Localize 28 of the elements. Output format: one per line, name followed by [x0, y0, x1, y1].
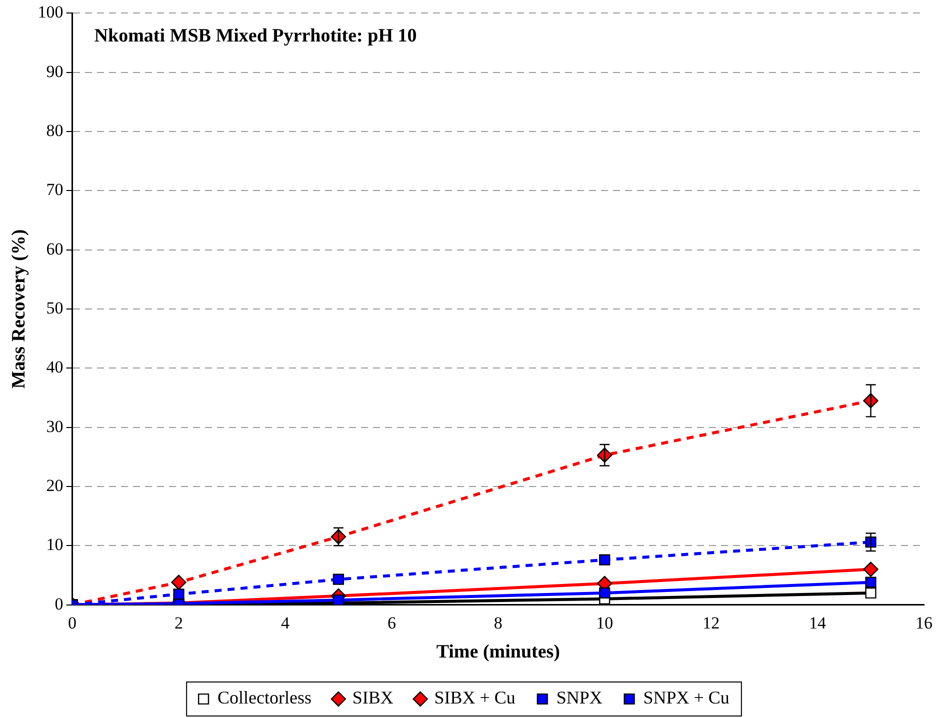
y-tick-label: 90 [46, 62, 64, 81]
x-tick-label: 8 [494, 613, 502, 632]
legend-label: SIBX [352, 688, 394, 708]
x-tick-label: 16 [916, 613, 932, 632]
legend-label: SNPX + Cu [643, 688, 730, 708]
legend-label: Collectorless [217, 688, 312, 708]
y-tick-label: 50 [46, 298, 64, 318]
x-tick-label: 10 [596, 613, 614, 632]
y-tick-label: 80 [46, 120, 64, 140]
y-tick-label: 40 [46, 358, 64, 377]
y-tick-label: 20 [46, 476, 64, 495]
x-tick-label: 14 [809, 613, 827, 632]
y-tick-label: 100 [38, 2, 64, 22]
y-tick-label: 10 [46, 535, 64, 554]
y-tick-label: 70 [46, 180, 64, 200]
x-tick-label: 2 [174, 613, 184, 632]
text: Nkomati MSB Mixed Pyrrhotite: pH 10 [94, 26, 417, 47]
y-tick-label: 60 [46, 239, 64, 258]
y-tick-label: 0 [54, 594, 64, 614]
x-tick-label: 6 [387, 613, 396, 632]
x-tick-label: 0 [68, 613, 77, 632]
legend-label: SNPX [556, 688, 602, 708]
x-axis-title: Time (minutes) [436, 642, 560, 663]
y-axis-title: Mass Recovery (%) [8, 229, 30, 389]
x-tick-label: 4 [280, 613, 290, 632]
x-tick-label: 12 [702, 613, 720, 632]
legend-label: SIBX + Cu [434, 688, 516, 708]
y-tick-label: 30 [46, 416, 64, 436]
